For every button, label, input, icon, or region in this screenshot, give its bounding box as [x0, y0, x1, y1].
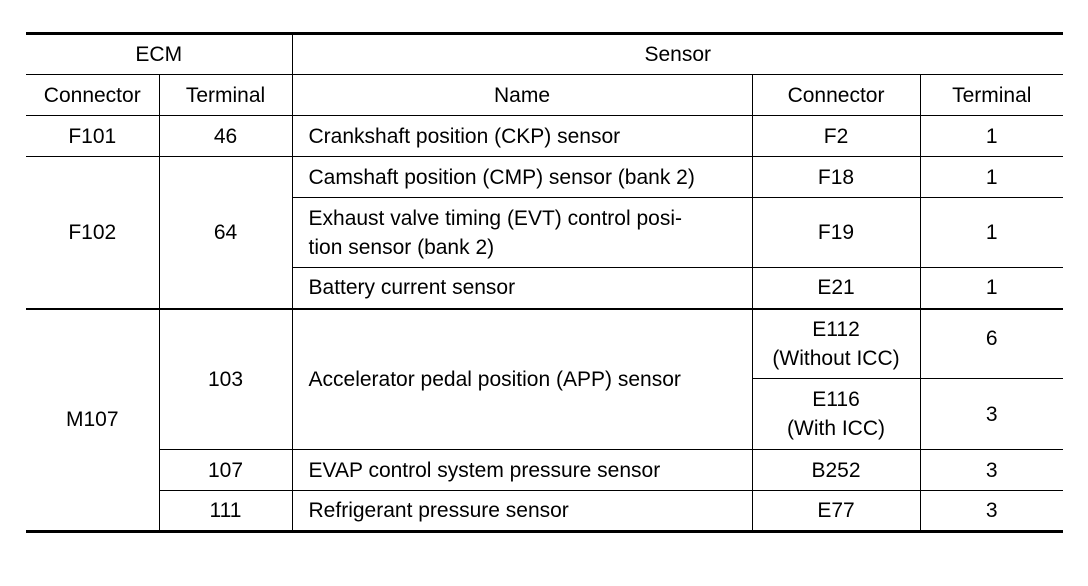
sensor-terminal-cell: 1: [919, 156, 1064, 198]
table-row: M107 103 Accelerator pedal position (APP…: [26, 307, 1064, 532]
table-row: Battery current sensor E21 1: [26, 267, 1064, 309]
ecm-terminal-cell: 103: [158, 307, 293, 450]
ecm-terminal-cell: 64: [158, 156, 293, 309]
sensor-name-cell: Camshaft position (CMP) sensor (bank 2): [291, 156, 753, 198]
sensor-name-cell: Exhaust valve timing (EVT) control posi-…: [292, 197, 753, 268]
sensor-name-line: Exhaust valve timing (EVT) control posi-: [308, 206, 682, 230]
ecm-terminal-cell: 111: [159, 490, 293, 532]
sensor-name-header: Name: [291, 74, 753, 116]
sensor-connector-cell: E21: [751, 267, 921, 309]
sensor-connector-cell: B252: [751, 449, 921, 491]
ecm-connector-cell: F102: [26, 156, 160, 309]
table-row: F102 64 Camshaft position (CMP) sensor (…: [26, 156, 1064, 309]
sensor-connector-line: E112: [812, 317, 860, 341]
sensor-terminal-cell: 3: [919, 378, 1064, 450]
sensor-name-cell: Refrigerant pressure sensor: [291, 490, 753, 532]
sensor-connector-cell: E112 (Without ICC): [751, 307, 921, 379]
ecm-sensor-table: ECM Sensor Connector Terminal Name Conne…: [26, 32, 1064, 533]
sensor-name-cell: EVAP control system pressure sensor: [291, 449, 753, 491]
sensor-name-cell: Crankshaft position (CKP) sensor: [291, 115, 753, 157]
ecm-terminal-cell: 107: [159, 449, 293, 491]
table-row: 107 EVAP control system pressure sensor …: [26, 449, 1064, 491]
sensor-connector-cell: F19: [751, 197, 921, 268]
ecm-group-header: ECM: [26, 33, 293, 75]
table-row: F101 46 Crankshaft position (CKP) sensor…: [26, 115, 1064, 157]
sensor-group-header: Sensor: [291, 33, 1064, 75]
sensor-connector-cell: F18: [751, 156, 921, 198]
sensor-connector-cell: E77: [751, 490, 921, 532]
table-row: 111 Refrigerant pressure sensor E77 3: [26, 490, 1064, 532]
sensor-name-cell: Battery current sensor: [292, 267, 753, 309]
ecm-connector-cell: F101: [26, 115, 160, 157]
sensor-terminal-cell: 3: [919, 490, 1064, 532]
sensor-terminal-cell: 1: [919, 115, 1064, 157]
sensor-connector-line: (With ICC): [787, 417, 886, 440]
ecm-terminal-cell: 46: [158, 115, 293, 157]
sensor-name-cell: Accelerator pedal position (APP) sensor: [291, 307, 753, 450]
sensor-terminal-cell: 3: [919, 449, 1064, 491]
table-row: E116 (With ICC) 3: [26, 378, 1064, 450]
table-row: Exhaust valve timing (EVT) control posi-…: [26, 197, 1064, 268]
sensor-connector-cell: F2: [751, 115, 921, 157]
sensor-connector-cell: E116 (With ICC): [752, 378, 921, 450]
sensor-terminal-cell: 6: [919, 307, 1064, 379]
sensor-connector-line: E116: [812, 388, 860, 411]
ecm-connector-cell: M107: [26, 307, 160, 532]
sensor-terminal-cell: 1: [919, 267, 1064, 309]
sensor-terminal-header: Terminal: [919, 74, 1064, 116]
sensor-terminal-cell: 1: [919, 197, 1064, 268]
sensor-name-line: tion sensor (bank 2): [308, 235, 495, 259]
ecm-terminal-header: Terminal: [158, 74, 293, 116]
sensor-connector-header: Connector: [751, 74, 921, 116]
ecm-connector-header: Connector: [26, 74, 160, 116]
sensor-connector-line: (Without ICC): [772, 346, 900, 370]
